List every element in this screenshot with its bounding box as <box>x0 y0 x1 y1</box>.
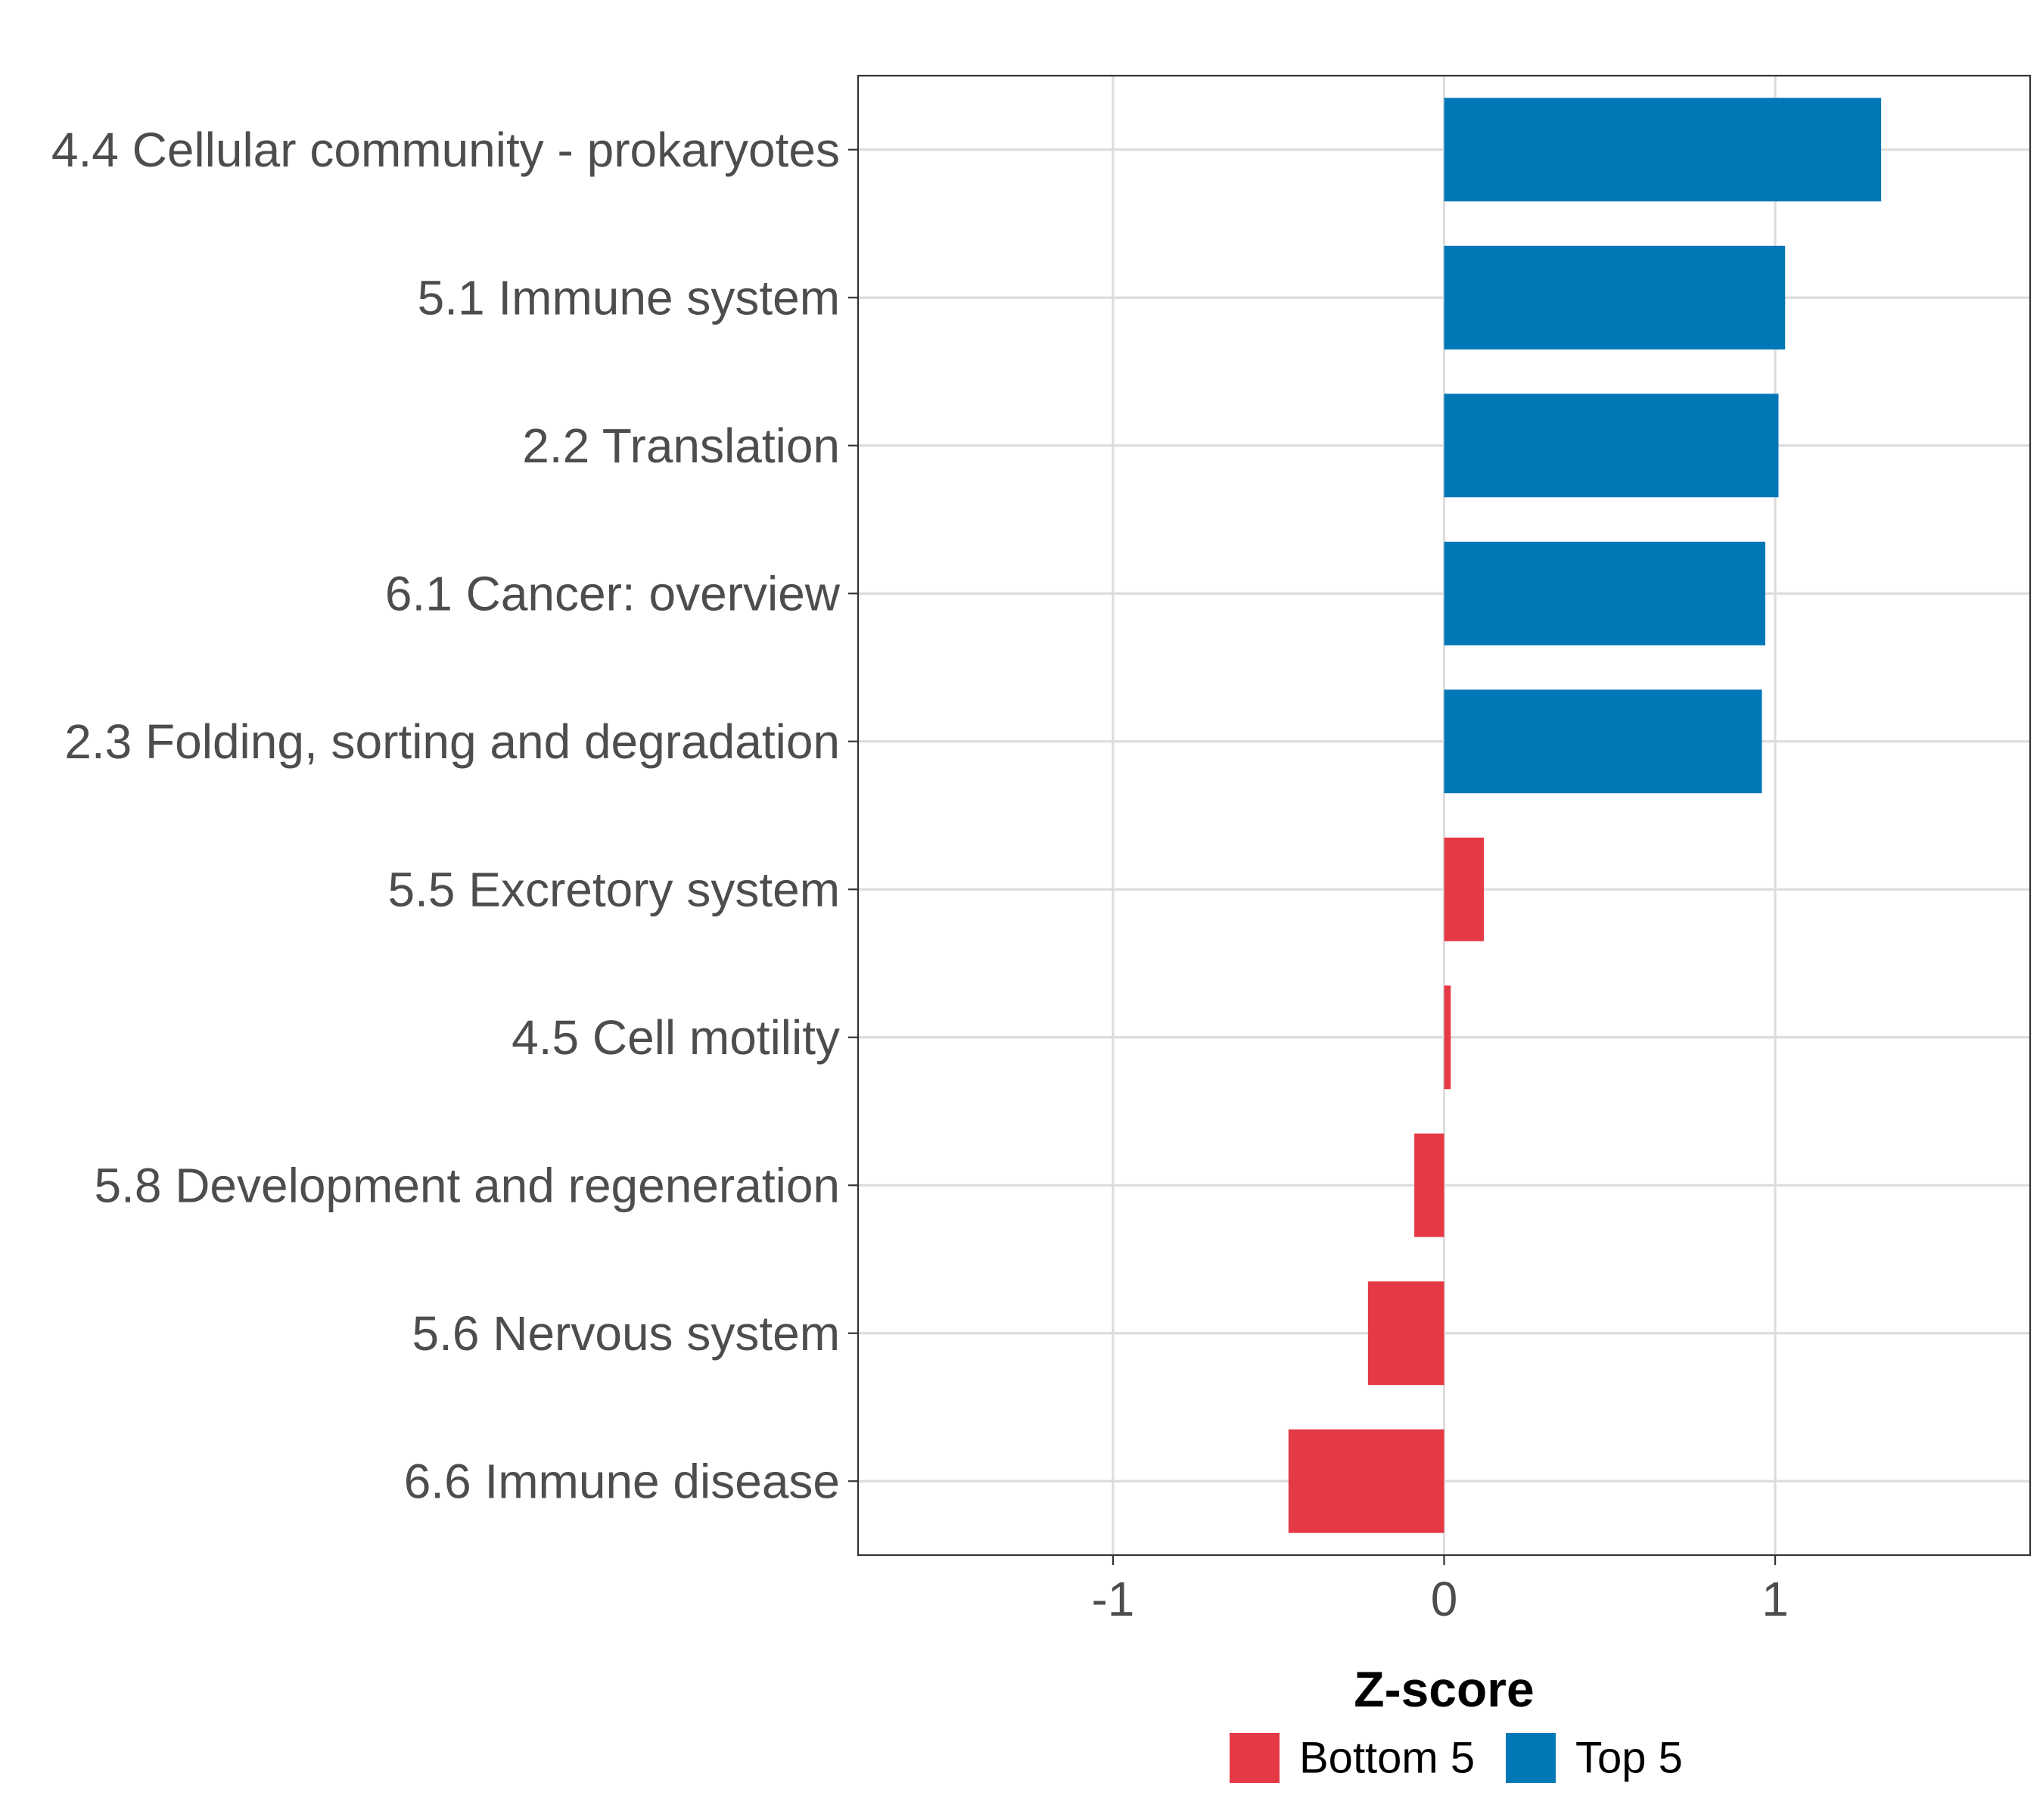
x-tick-label: -1 <box>1091 1572 1134 1626</box>
y-tick-label: 4.5 Cell motility <box>512 1010 840 1065</box>
bar-6 <box>1444 837 1485 941</box>
bar-7 <box>1444 985 1451 1090</box>
y-tick-label: 5.8 Development and regeneration <box>94 1158 840 1212</box>
x-axis: -1 0 1 <box>1091 1555 1789 1626</box>
y-tick-label: 6.6 Immune disease <box>404 1454 840 1508</box>
bar-1 <box>1444 98 1882 202</box>
bar-8 <box>1414 1133 1444 1237</box>
legend-key <box>1506 1733 1556 1783</box>
x-tick-label: 1 <box>1762 1572 1789 1626</box>
y-axis: 4.4 Cellular community - prokaryotes 5.1 … <box>51 123 858 1508</box>
legend-key <box>1230 1733 1280 1783</box>
y-tick-label: 2.2 Translation <box>522 418 840 473</box>
bar-3 <box>1444 394 1779 498</box>
bar-9 <box>1367 1281 1444 1386</box>
bar-4 <box>1444 541 1765 646</box>
bar-2 <box>1444 245 1786 350</box>
bars <box>1288 98 1882 1533</box>
x-tick-label: 0 <box>1431 1572 1458 1626</box>
legend: Bottom 5 Top 5 <box>1230 1733 1683 1783</box>
legend-label: Bottom 5 <box>1299 1734 1475 1783</box>
y-tick-label: 2.3 Folding, sorting and degradation <box>64 714 840 769</box>
y-tick-label: 6.1 Cancer: overview <box>385 566 841 621</box>
y-tick-label: 5.1 Immune system <box>418 270 840 325</box>
legend-label: Top 5 <box>1575 1734 1683 1783</box>
y-tick-label: 5.5 Excretory system <box>388 862 841 916</box>
x-axis-title: Z-score <box>1354 1661 1534 1717</box>
bar-10 <box>1288 1429 1444 1533</box>
y-tick-label: 4.4 Cellular community - prokaryotes <box>51 123 840 177</box>
bar-5 <box>1444 689 1762 794</box>
y-tick-label: 5.6 Nervous system <box>412 1306 840 1361</box>
